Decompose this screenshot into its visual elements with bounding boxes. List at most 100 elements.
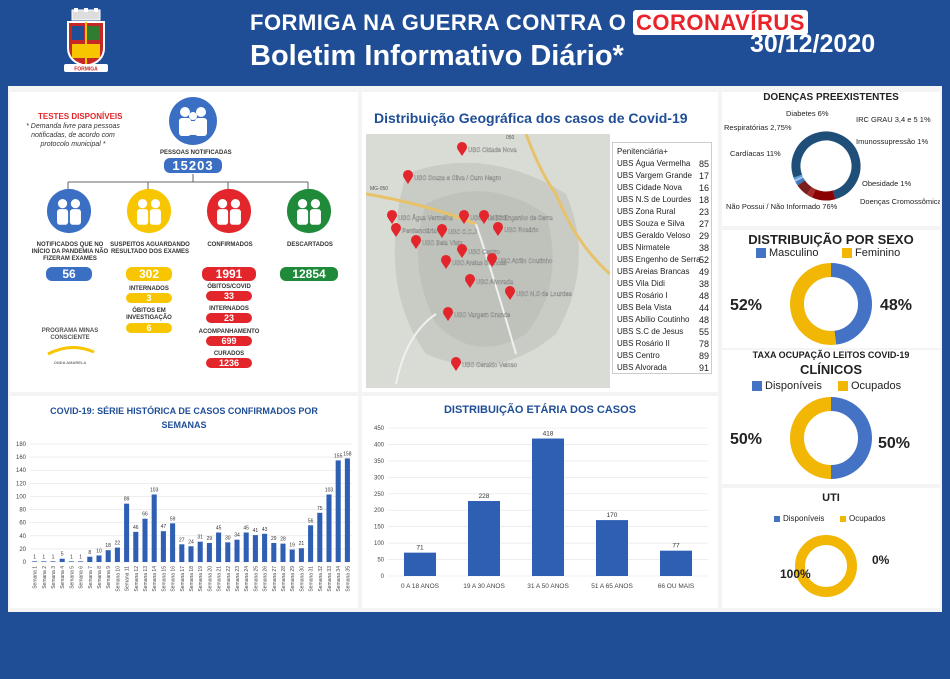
map-table-row: UBS Alvorada 91 (617, 363, 709, 375)
map-pin[interactable]: UBS Souza e Silva / Ouro Negro (403, 170, 502, 184)
map-table-row: UBS Cidade Nova 16 (617, 183, 709, 195)
map-table-row: UBS Vargem Grande 17 (617, 171, 709, 183)
map-table-value: 17 (698, 171, 709, 181)
map-table-value: 44 (698, 303, 709, 313)
y-tick-label: 0 (381, 574, 385, 580)
donut-slice (795, 535, 857, 597)
title-prefix: FORMIGA NA GUERRA CONTRA O (250, 10, 627, 35)
map-pin[interactable]: UBS Alvorada (465, 274, 514, 288)
y-tick-label: 50 (377, 558, 384, 564)
legend-swatch-yellow (840, 515, 846, 522)
bar (96, 555, 102, 562)
y-tick-label: 140 (16, 468, 27, 474)
icu-title: UTI (822, 492, 840, 504)
map-pin[interactable]: UBS Rosário (493, 222, 539, 236)
y-tick-label: 200 (374, 508, 385, 514)
map-table-name: UBS Rosário I (617, 291, 668, 300)
bar-value-label: 66 (142, 512, 148, 518)
category-label-confirmed: CONFIRMADOS (207, 242, 253, 248)
bar-value-label: 228 (479, 493, 490, 500)
bar (142, 518, 148, 562)
confirmed-detail-label-0: ÓBITOS/COVID (207, 284, 251, 290)
sex-donut-chart: 48% 52% (730, 263, 912, 345)
map-pin-icon (457, 244, 467, 258)
map-table-value: 91 (698, 363, 709, 373)
map-pin[interactable]: UBS Abílio Coutinho (487, 252, 553, 267)
bar-value-label: 1 (42, 554, 45, 560)
map-pin[interactable]: UBS Engenho de Serra (479, 210, 553, 224)
x-tick-label: Semana 9 (106, 566, 112, 589)
bar (50, 561, 56, 562)
map-table: Penitenciária+ UBS Água Vermelha 85 UBS Var… (612, 142, 712, 374)
map-table-name: UBS Rosário II (617, 339, 670, 348)
age-chart-title: DISTRIBUIÇÃO ETÁRIA DOS CASOS (443, 404, 637, 416)
map-pin[interactable]: UBS Geraldo Veloso (451, 357, 518, 371)
x-tick-label: 31 A 50 ANOS (527, 583, 569, 590)
y-tick-label: 250 (374, 492, 385, 498)
confirmed-detail-value-2: 699 (206, 336, 252, 346)
map-table-row: UBS Nirmatele 38 (617, 243, 709, 255)
x-tick-label: Semana 26 (263, 566, 269, 592)
sex-title: DISTRIBUIÇÃO POR SEXO (748, 232, 914, 247)
map-table-row: UBS Abílio Coutinho 48 (617, 315, 709, 327)
program-sub: ONDA AMARELA (53, 360, 87, 365)
map-pin[interactable]: UBS Vila Didi (459, 210, 506, 224)
bar-value-label: 75 (317, 506, 323, 512)
bar-value-label: 45 (243, 526, 249, 532)
bar (170, 523, 176, 562)
map-pin[interactable]: UBS Vargem Grande (443, 307, 511, 321)
tests-panel: TESTES DISPONÍVEIS * Demanda livre para … (10, 92, 358, 392)
confirmed-detail-value-1: 23 (206, 313, 252, 323)
bar (262, 533, 268, 562)
bar-value-label: 47 (161, 524, 167, 530)
bar (271, 542, 277, 562)
preexisting-donut-chart: Não Possui / Não Informado 76% Cardíacas … (724, 109, 940, 211)
map-pin[interactable]: UBS N.S de Lourdes (505, 286, 572, 300)
bar (468, 501, 500, 576)
x-tick-label: Semana 27 (272, 566, 278, 592)
bar (114, 547, 120, 562)
map-pin[interactable]: UBS Água Vermelha (387, 210, 454, 224)
legend-swatch-yellow (842, 248, 852, 259)
confirmed-detail-label-1: INTERNADOS (209, 306, 249, 312)
map-panel: Distribuição Geográfica dos casos de Cov… (362, 92, 718, 392)
weekly-chart-title: COVID-19: SÉRIE HISTÓRICA DE CASOS CONFI… (50, 406, 318, 430)
svg-text:050: 050 (506, 135, 515, 141)
x-tick-label: Semana 20 (207, 566, 213, 592)
x-tick-label: Semana 34 (336, 566, 342, 592)
map-pin[interactable]: UBS Cidade Nova (457, 142, 517, 156)
header: FORMIGA FORMIGA NA GUERRA CONTRA O CORON… (0, 0, 950, 86)
map-pin-icon (457, 142, 467, 156)
x-tick-label: Semana 3 (51, 566, 57, 589)
x-tick-label: 66 OU MAIS (658, 583, 695, 590)
x-tick-label: Semana 30 (299, 566, 305, 592)
map-table-name: UBS Centro (617, 351, 660, 360)
bar-value-label: 41 (253, 528, 259, 534)
y-tick-label: 0 (23, 560, 27, 566)
beds-title: TAXA OCUPAÇÃO LEITOS COVID-19 (752, 350, 910, 360)
x-tick-label: Semana 2 (42, 566, 48, 589)
map-pin-icon (465, 274, 475, 288)
map-pin-icon (493, 222, 503, 236)
bar (206, 542, 212, 562)
map-pin[interactable]: UBS Areias Brancas (441, 255, 506, 269)
category-value-discarded: 12854 (280, 267, 338, 281)
map-pin-icon (441, 255, 451, 269)
tests-title: TESTES DISPONÍVEIS (38, 112, 123, 121)
map-pin[interactable]: UBS Centro (457, 244, 501, 258)
map-pin[interactable]: UBS S.C.J (437, 224, 477, 238)
tests-note: * Demanda livre para pessoas notificadas… (26, 123, 120, 148)
map-pin-icon (387, 210, 397, 224)
bar (596, 520, 628, 576)
x-tick-label: 19 A 30 ANOS (463, 583, 505, 590)
bar-value-label: 46 (133, 525, 139, 531)
map-pin[interactable]: UBS Bela Vista (411, 235, 464, 249)
map-pin[interactable]: Penitenciária (391, 223, 437, 237)
preexisting-panel: DOENÇAS PREEXISTENTES Não Possui / Não I… (722, 92, 940, 226)
notified-label: PESSOAS NOTIFICADAS (160, 150, 232, 156)
map-table-name: UBS Souza e Silva (617, 219, 685, 228)
x-tick-label: Semana 18 (189, 566, 195, 592)
category-value-confirmed: 1991 (202, 267, 256, 281)
x-tick-label: Semana 22 (226, 566, 232, 592)
category-label-not-tested: NOTIFICADOS QUE NO INÍCIO DA PANDEMIA NÃ… (31, 242, 109, 262)
